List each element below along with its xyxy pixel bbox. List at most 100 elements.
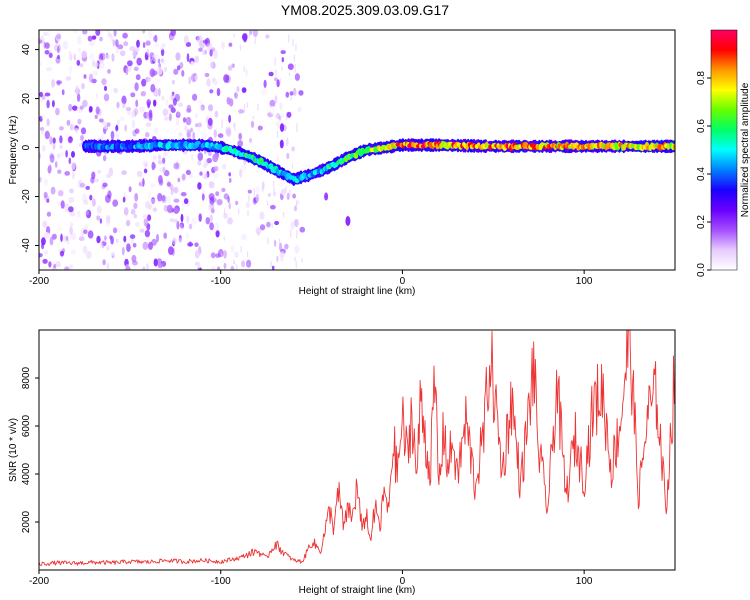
noise-blob: [170, 30, 176, 37]
noise-blob: [279, 123, 285, 132]
noise-blob: [85, 250, 92, 259]
noise-blob: [178, 237, 183, 243]
noise-blob: [50, 186, 56, 195]
noise-blob: [223, 193, 229, 200]
spectrogram-x-label: Height of straight line (km): [299, 286, 416, 297]
noise-blob: [121, 170, 127, 176]
noise-blob: [290, 221, 295, 230]
noise-blob: [124, 124, 128, 132]
noise-blob: [146, 48, 150, 56]
noise-blob: [120, 50, 126, 57]
noise-blob: [71, 171, 75, 180]
noise-streak: [238, 208, 240, 215]
y-tick-label: 4000: [21, 462, 32, 485]
noise-blob: [89, 194, 93, 201]
noise-blob: [77, 179, 83, 188]
noise-blob: [188, 223, 193, 230]
noise-blob: [68, 196, 75, 204]
noise-blob: [209, 196, 215, 206]
noise-blob: [115, 39, 119, 47]
noise-blob: [194, 250, 200, 259]
noise-blob: [294, 73, 300, 81]
noise-blob: [97, 169, 102, 174]
noise-blob: [142, 266, 146, 270]
noise-blob: [130, 110, 136, 118]
noise-blob: [72, 105, 78, 111]
noise-blob: [142, 241, 149, 250]
noise-blob: [83, 74, 87, 79]
noise-blob: [202, 50, 205, 56]
y-tick-label: -20: [21, 189, 32, 204]
noise-blob: [255, 186, 260, 194]
noise-blob: [46, 67, 52, 72]
noise-blob: [107, 30, 110, 34]
noise-blob: [276, 79, 280, 88]
noise-blob: [173, 186, 179, 194]
noise-blob: [81, 193, 87, 202]
noise-blob: [270, 204, 276, 210]
noise-blob: [249, 137, 252, 143]
noise-blob: [46, 99, 50, 109]
noise-streak: [235, 92, 237, 100]
noise-blob: [242, 34, 248, 43]
noise-blob: [78, 47, 81, 53]
noise-blob: [57, 169, 62, 174]
noise-blob: [203, 158, 208, 167]
noise-blob: [78, 236, 85, 242]
noise-blob: [105, 218, 111, 227]
noise-blob: [120, 116, 125, 122]
noise-blob: [206, 78, 211, 87]
noise-blob: [170, 107, 176, 113]
noise-blob: [99, 36, 103, 42]
noise-blob: [173, 162, 180, 170]
noise-blob: [269, 99, 276, 108]
noise-blob: [192, 93, 198, 101]
noise-blob: [126, 60, 133, 67]
noise-blob: [268, 71, 274, 77]
noise-blob: [43, 191, 48, 199]
y-tick-label: 6000: [21, 414, 32, 437]
noise-blob: [171, 79, 175, 85]
noise-blob: [135, 99, 139, 108]
noise-streak: [236, 264, 238, 270]
noise-blob: [68, 264, 74, 270]
noise-blob: [56, 34, 62, 40]
noise-blob: [56, 80, 63, 85]
noise-blob: [297, 106, 302, 112]
noise-blob: [91, 35, 97, 40]
noise-blob: [88, 106, 93, 113]
noise-blob: [70, 122, 76, 131]
noise-blob: [49, 152, 54, 159]
noise-streak: [288, 34, 290, 43]
noise-blob: [68, 139, 73, 144]
noise-blob: [190, 127, 193, 133]
x-tick-label: 100: [576, 276, 593, 287]
noise-blob: [176, 220, 180, 230]
x-tick-label: -200: [29, 276, 49, 287]
noise-blob: [262, 181, 265, 190]
noise-blob: [95, 106, 100, 115]
noise-blob: [210, 252, 216, 259]
noise-blob: [241, 87, 247, 93]
noise-blob: [189, 241, 192, 247]
noise-blob: [68, 137, 73, 143]
noise-blob: [228, 42, 233, 47]
noise-blob: [139, 106, 145, 113]
noise-blob: [292, 193, 296, 199]
noise-blob: [212, 51, 218, 57]
noise-blob: [48, 261, 52, 268]
noise-streak: [293, 54, 295, 62]
noise-blob: [145, 40, 151, 46]
noise-blob: [64, 171, 71, 176]
noise-blob: [142, 213, 148, 220]
noise-streak: [248, 195, 250, 202]
colorbar-ticks: 0.0 0.2 0.4 0.6 0.8: [696, 71, 711, 277]
noise-blob: [121, 85, 124, 92]
noise-streak: [296, 123, 298, 132]
noise-blob: [218, 249, 224, 258]
noise-blob: [215, 230, 220, 238]
noise-blob: [136, 39, 140, 48]
noise-blob: [199, 105, 204, 112]
noise-streak: [257, 232, 260, 237]
noise-blob: [77, 35, 82, 45]
